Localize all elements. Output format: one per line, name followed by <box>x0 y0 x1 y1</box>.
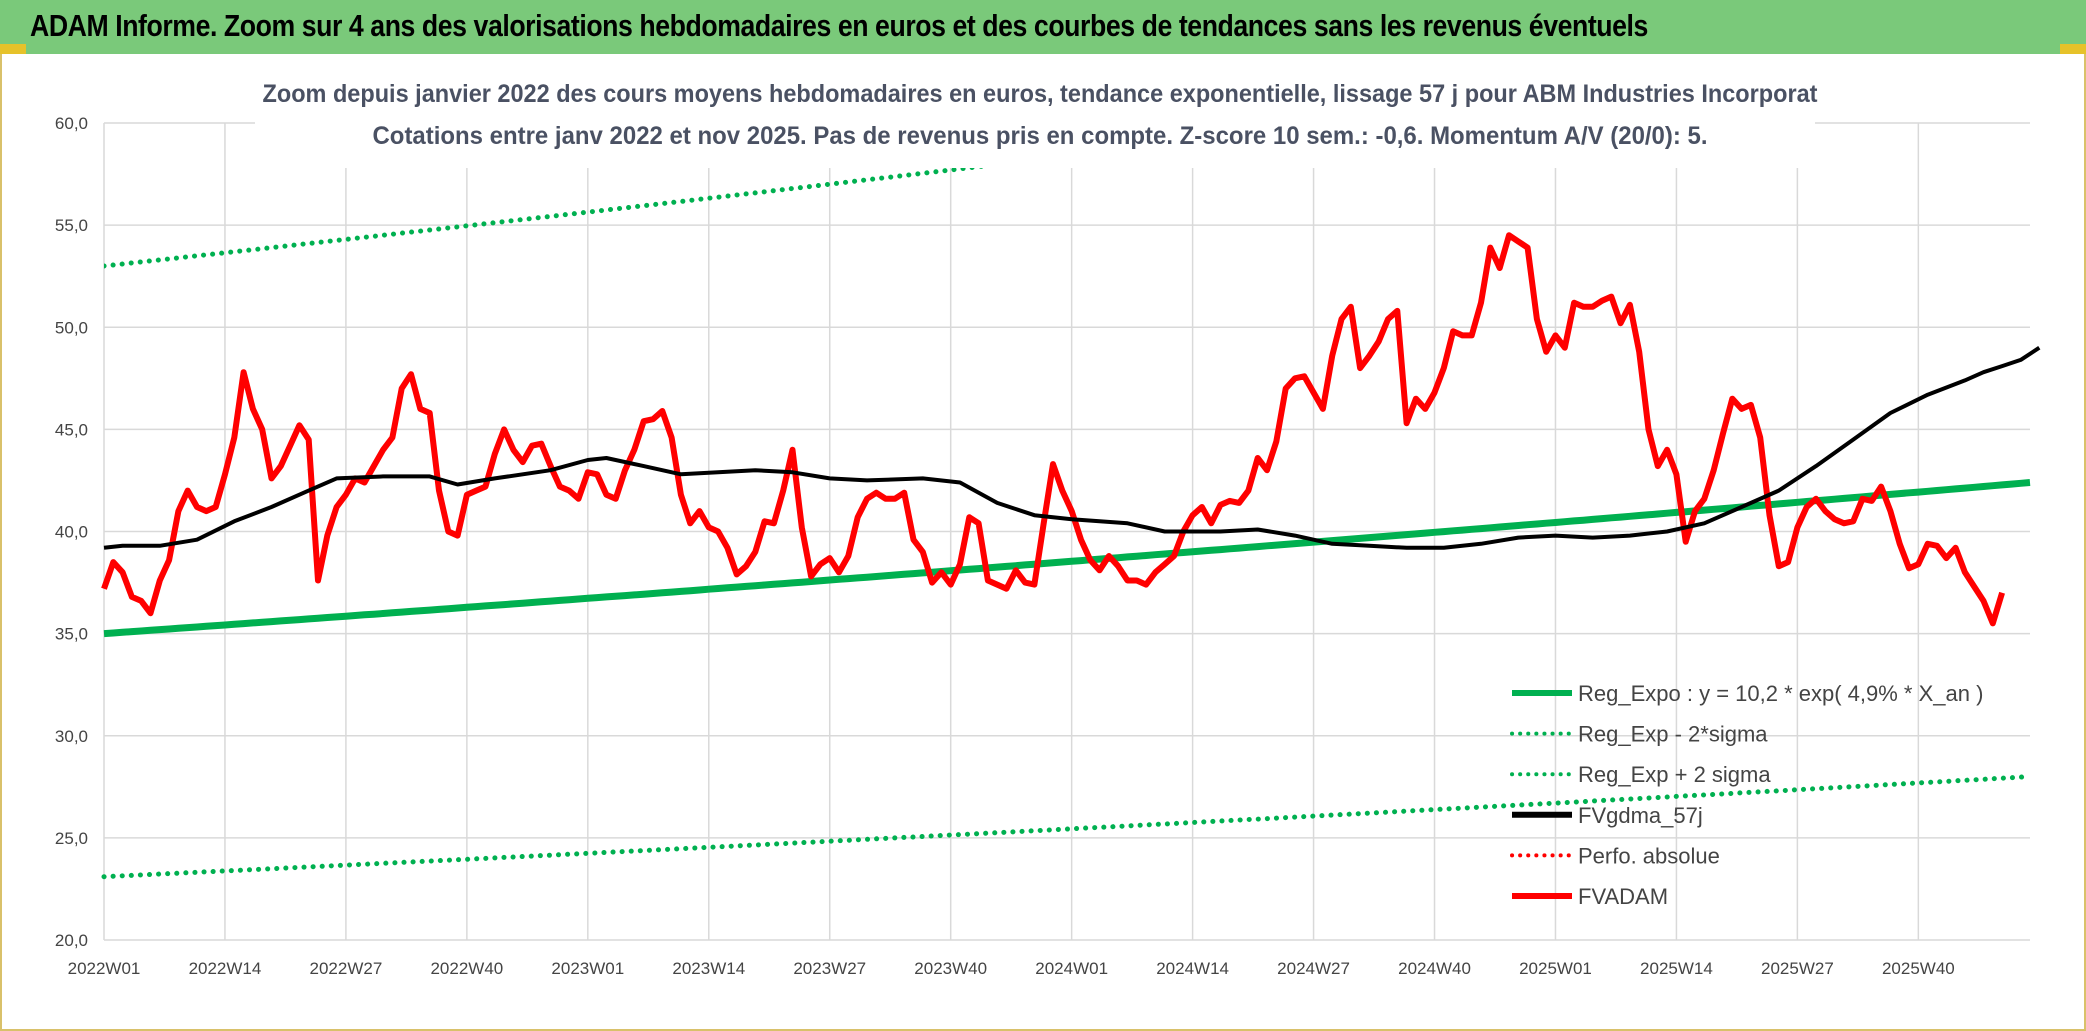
x-tick-label: 2022W40 <box>430 959 503 978</box>
line-chart: 20,0 25,0 30,0 35,0 40,0 45,0 50,0 55,0 60,0 202… <box>55 58 2041 978</box>
fvgdma-57j-line <box>103 346 2041 550</box>
legend-label: FVADAM <box>1578 884 1668 909</box>
y-tick-label: 45,0 <box>55 420 88 439</box>
x-tick-label: 2024W40 <box>1398 959 1471 978</box>
x-tick-label: 2022W01 <box>68 959 141 978</box>
legend-label: Reg_Exp - 2*sigma <box>1578 722 1768 747</box>
legend: Reg_Expo : y = 10,2 * exp( 4,9% * X_an )… <box>1510 681 1983 909</box>
series-lines <box>101 123 2041 880</box>
y-axis-ticks: 20,0 25,0 30,0 35,0 40,0 45,0 50,0 55,0 60,0 <box>55 114 88 950</box>
x-tick-label: 2025W40 <box>1882 959 1955 978</box>
x-tick-label: 2024W14 <box>1156 959 1229 978</box>
x-tick-label: 2022W27 <box>310 959 383 978</box>
legend-label: FVgdma_57j <box>1578 803 1703 828</box>
reg-exp-minus-2sigma-line <box>101 774 2033 880</box>
chart-title-line2: Cotations entre janv 2022 et nov 2025. P… <box>373 122 1708 150</box>
x-tick-label: 2023W40 <box>914 959 987 978</box>
reg-expo-line <box>103 479 2031 638</box>
x-tick-label: 2025W01 <box>1519 959 1592 978</box>
header-accent-right <box>2060 44 2086 54</box>
chart-title: Zoom depuis janvier 2022 des cours moyen… <box>255 58 1818 168</box>
y-tick-label: 30,0 <box>55 727 88 746</box>
chart-title-background <box>255 58 1815 168</box>
legend-label: Reg_Expo : y = 10,2 * exp( 4,9% * X_an ) <box>1578 681 1983 706</box>
x-tick-label: 2024W01 <box>1035 959 1108 978</box>
y-tick-label: 20,0 <box>55 931 88 950</box>
x-tick-label: 2023W01 <box>551 959 624 978</box>
x-tick-label: 2024W27 <box>1277 959 1350 978</box>
y-tick-label: 40,0 <box>55 523 88 542</box>
x-tick-label: 2023W14 <box>672 959 745 978</box>
legend-label: Perfo. absolue <box>1578 843 1720 868</box>
x-tick-label: 2025W27 <box>1761 959 1834 978</box>
header-accent-left <box>0 44 26 54</box>
report-title: ADAM Informe. Zoom sur 4 ans des valoris… <box>30 8 1648 43</box>
chart-title-line1: Zoom depuis janvier 2022 des cours moyen… <box>263 80 1819 108</box>
x-tick-label: 2025W14 <box>1640 959 1713 978</box>
header-bar: ADAM Informe. Zoom sur 4 ans des valoris… <box>0 0 2086 54</box>
legend-label: Reg_Exp + 2 sigma <box>1578 762 1771 787</box>
y-tick-label: 25,0 <box>55 829 88 848</box>
y-tick-label: 35,0 <box>55 625 88 644</box>
y-tick-label: 55,0 <box>55 216 88 235</box>
fvadam-line <box>101 232 2005 627</box>
x-tick-label: 2022W14 <box>189 959 262 978</box>
x-tick-label: 2023W27 <box>793 959 866 978</box>
x-axis-ticks: 2022W01 2022W14 2022W27 2022W40 2023W01 2023W… <box>68 959 1955 978</box>
y-tick-label: 50,0 <box>55 318 88 337</box>
y-tick-label: 60,0 <box>55 114 88 133</box>
grid-lines <box>103 122 2030 941</box>
